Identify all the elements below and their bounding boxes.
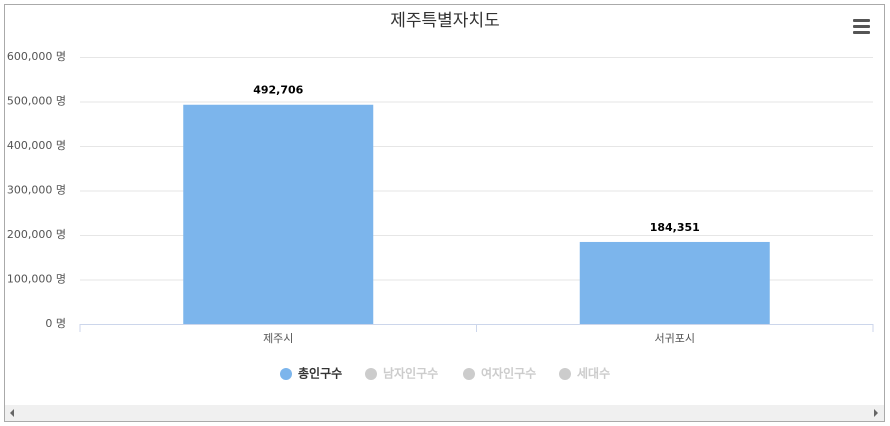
data-label: 492,706 (253, 84, 303, 97)
y-tick-label: 100,000 명 (7, 273, 66, 286)
legend-marker[interactable] (280, 368, 292, 380)
legend-label[interactable]: 세대수 (577, 366, 610, 381)
chart-title: 제주특별자치도 (390, 11, 499, 31)
menu-bar (853, 31, 870, 34)
legend-label[interactable]: 남자인구수 (383, 366, 438, 381)
bar[interactable] (579, 241, 770, 324)
menu-bar (853, 25, 870, 28)
legend-marker[interactable] (559, 368, 571, 380)
legend-marker[interactable] (463, 368, 475, 380)
legend-label[interactable]: 여자인구수 (481, 366, 536, 381)
y-tick-label: 0 명 (45, 317, 66, 330)
y-tick-label: 200,000 명 (7, 228, 66, 241)
legend-label[interactable]: 총인구수 (298, 366, 342, 381)
y-tick-label: 500,000 명 (7, 95, 66, 108)
menu-bar (853, 19, 870, 22)
menu-button[interactable] (853, 19, 870, 34)
chart-frame (4, 4, 885, 422)
scrollbar[interactable] (5, 405, 884, 421)
x-tick-label: 제주시 (263, 332, 293, 345)
scroll-right[interactable] (874, 409, 878, 417)
legend-marker[interactable] (365, 368, 377, 380)
y-tick-label: 300,000 명 (7, 184, 66, 197)
y-tick-label: 400,000 명 (7, 139, 66, 152)
bar[interactable] (183, 104, 374, 325)
y-tick-label: 600,000 명 (7, 50, 66, 63)
x-tick-label: 서귀포시 (655, 332, 695, 345)
data-label: 184,351 (650, 221, 700, 234)
scroll-left[interactable] (10, 409, 14, 417)
